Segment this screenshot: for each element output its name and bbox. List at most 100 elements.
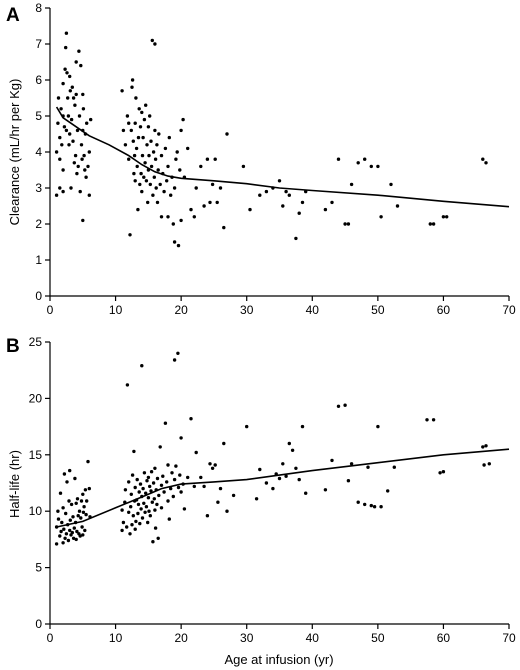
panel-a-data-point [77, 49, 81, 53]
panel-b-data-point [254, 497, 259, 501]
panel-b-data-point [349, 462, 354, 466]
panel-a-data-point [131, 139, 135, 143]
panel-b-y-tick-label: 10 [29, 504, 43, 518]
panel-a-data-point [159, 153, 164, 158]
panel-a-data-point [222, 225, 226, 230]
panel-b-data-point [80, 525, 84, 529]
panel-b-data-point [487, 462, 491, 466]
panel-a-data-point [189, 207, 193, 212]
panel-b-data-point [143, 510, 147, 514]
panel-a-data-point [67, 143, 71, 147]
panel-b-y-tick-label: 20 [29, 391, 43, 405]
panel-a-data-point [71, 139, 75, 143]
panel-a-y-tick-label: 0 [35, 289, 42, 303]
panel-b-data-point [77, 509, 82, 513]
panel-b-y-tick-label: 25 [29, 335, 43, 349]
panel-a-data-point [58, 157, 62, 161]
panel-b-data-point [133, 485, 137, 490]
panel-b-data-point [68, 528, 72, 533]
panel-b-data-point [64, 532, 69, 536]
panel-a-data-point [149, 139, 153, 143]
panel-a-data-point [258, 193, 262, 197]
panel-a-data-point [73, 153, 78, 158]
panel-b-data-point [155, 476, 160, 481]
panel-b-data-point [372, 505, 377, 509]
panel-a-data-point [428, 222, 432, 226]
panel-b-data-point [172, 358, 177, 362]
panel-b-data-point [166, 499, 170, 503]
panel-a-data-point [58, 135, 62, 140]
panel-b-data-point [356, 500, 360, 504]
panel-b-data-point [157, 493, 161, 498]
panel-a-data-point [284, 189, 288, 194]
panel-b-y-ticks: 0 5 10 15 20 25 [29, 335, 50, 631]
panel-a-data-point [71, 96, 76, 100]
panel-a-data-point [151, 150, 156, 154]
panel-a-x-ticks: 0 10 20 30 40 50 60 70 [47, 296, 516, 317]
panel-a-data-point [82, 153, 86, 158]
panel-a-data-point [87, 193, 92, 197]
panel-b-data-point [83, 528, 87, 533]
panel-b-data-point [281, 462, 285, 466]
panel-b-letter: B [6, 336, 20, 357]
panel-b-data-point [192, 484, 196, 489]
panel-b-data-point [152, 497, 156, 501]
panel-a-data-point [192, 215, 196, 219]
panel-b-data-point [128, 532, 132, 536]
panel-a-data-point [145, 143, 149, 147]
panel-b-data-point [61, 541, 65, 545]
panel-a-data-point [132, 153, 137, 158]
panel-b-data-point [74, 537, 78, 542]
panel-b-data-point [481, 445, 485, 449]
panel-b-data-point [84, 512, 88, 517]
panel-b-data-point [162, 490, 166, 494]
panel-a-data-point [136, 135, 141, 140]
panel-a-data-point [132, 171, 136, 176]
panel-b-x-tick-label: 0 [47, 631, 54, 645]
panel-b-data-point [62, 527, 66, 531]
panel-a-data-point [166, 164, 170, 169]
panel-b-data-point [132, 449, 136, 454]
panel-a-data-point [66, 114, 71, 118]
panel-b-data-point [136, 511, 140, 516]
panel-a-data-point [74, 60, 78, 64]
panel-b-data-point [179, 490, 183, 494]
panel-a-data-point [144, 179, 149, 183]
panel-b-data-point [165, 480, 169, 484]
panel-b-data-point [59, 529, 63, 534]
panel-b-x-tick-label: 20 [174, 631, 188, 645]
panel-b-data-point [74, 501, 78, 505]
panel-a-data-point [72, 161, 77, 165]
panel-a-data-point [68, 89, 73, 93]
panel-a-data-point [181, 117, 185, 122]
panel-b-data-point [202, 484, 206, 489]
panel-b-data-point [73, 476, 77, 481]
panel-b-data-point [129, 492, 133, 496]
panel-b-data-point [121, 520, 126, 525]
panel-b-data-point [271, 486, 275, 491]
panel-a-data-point [58, 186, 62, 190]
panel-b-data-point [290, 448, 295, 452]
panel-b-data-point [431, 418, 436, 422]
panel-b-data-point [67, 499, 71, 503]
panel-a-data-point [81, 107, 86, 111]
panel-a-data-point [277, 179, 282, 183]
panel-b-data-point [225, 509, 229, 513]
panel-b-data-point [210, 466, 215, 470]
panel-a-data-point [178, 168, 182, 172]
panel-a-data-point [120, 89, 124, 93]
panel-b-data-point [386, 489, 390, 493]
panel-a-data-point [138, 125, 143, 129]
panel-b-data-point [75, 529, 79, 534]
panel-a-data-point [174, 157, 178, 161]
panel-a-y-tick-label: 4 [35, 145, 42, 159]
panel-a-y-tick-label: 3 [35, 181, 42, 195]
panel-b-data-point [208, 462, 212, 466]
panel-b-data-point [140, 516, 145, 520]
panel-b-data-point [153, 466, 157, 470]
panel-b-data-point [245, 424, 249, 429]
panel-a-data-point [194, 186, 198, 190]
panel-a-data-point [281, 204, 285, 208]
panel-b-data-point [131, 514, 135, 518]
panel-b-data-point [379, 505, 383, 509]
